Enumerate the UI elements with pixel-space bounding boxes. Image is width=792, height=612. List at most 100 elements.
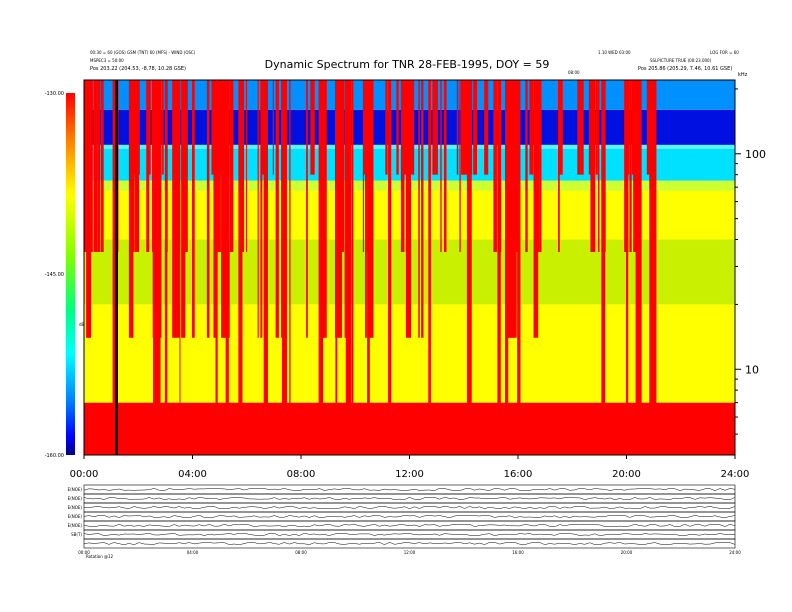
interference-stripe	[346, 80, 352, 175]
interference-stripe	[456, 80, 459, 175]
interference-stripe	[349, 80, 352, 418]
interference-stripe	[136, 80, 140, 175]
interference-stripe	[484, 80, 489, 175]
x-tick-label: 24:00	[721, 469, 750, 480]
colorbar-tick-label: -145.00	[45, 272, 64, 278]
bottom-panels: E(NOE) E(NOE) E(NOE) E(NOE) E(NOE) SB(T) 00:00…	[68, 484, 741, 555]
interference-stripe	[499, 80, 502, 253]
interference-stripe	[364, 80, 367, 338]
interference-stripe	[191, 80, 195, 338]
interference-stripe	[421, 80, 424, 338]
interference-stripe	[341, 80, 345, 253]
interference-stripe	[529, 80, 534, 175]
y-tick-label: 100	[745, 148, 766, 161]
interference-stripe	[516, 80, 518, 253]
interference-stripe	[535, 80, 540, 253]
interference-stripe	[275, 80, 279, 338]
panel-x-tick-label: 12:00	[404, 550, 416, 555]
colorbar-tick-label: -160.00	[45, 453, 64, 459]
interference-stripe	[260, 80, 265, 175]
interference-stripe	[588, 80, 592, 175]
panel-row-label: E(NOE)	[68, 487, 83, 492]
interference-stripe	[260, 80, 263, 338]
interference-stripe	[174, 80, 180, 338]
interference-stripe	[152, 80, 155, 253]
interference-stripe	[130, 80, 132, 338]
interference-stripe	[181, 80, 186, 338]
interference-stripe	[601, 80, 606, 418]
interference-stripe	[133, 80, 136, 175]
interference-stripe	[86, 80, 92, 338]
interference-stripe	[539, 80, 542, 253]
panel-x-tick-label: 00:00	[78, 550, 90, 555]
interference-stripe	[263, 80, 268, 418]
colorbar-label: dB	[79, 322, 85, 327]
interference-stripe	[654, 80, 656, 175]
header-left-line3: Pos 203.22 (204.53, -8.78, 10.28 GSE)	[90, 66, 186, 72]
interference-stripe	[595, 80, 598, 175]
interference-stripe	[113, 80, 117, 253]
interference-stripe	[184, 80, 188, 253]
interference-stripe	[403, 80, 407, 175]
interference-stripe	[337, 80, 343, 338]
panel-trace	[83, 524, 736, 527]
x-tick-label: 04:00	[178, 469, 207, 480]
heatmap-area	[84, 80, 735, 455]
interference-stripe	[440, 80, 442, 253]
interference-stripe	[272, 80, 274, 175]
colorbar	[66, 93, 75, 455]
interference-stripe	[459, 80, 461, 253]
interference-stripe	[558, 80, 563, 175]
interference-stripe	[649, 80, 654, 175]
chart-title: Dynamic Spectrum for TNR 28-FEB-1995, DO…	[265, 58, 550, 71]
x-tick-label: 20:00	[612, 469, 641, 480]
interference-stripe	[166, 80, 168, 253]
panel-trace	[83, 488, 736, 491]
panel-row-label: E(NOE)	[68, 523, 83, 528]
interference-stripe	[418, 80, 420, 338]
interference-stripe	[154, 80, 158, 418]
interference-stripe	[396, 80, 399, 175]
interference-stripe	[493, 80, 497, 253]
interference-stripe	[388, 80, 392, 418]
interference-stripe	[162, 80, 164, 175]
interference-stripe	[409, 80, 415, 175]
interference-stripe	[464, 80, 468, 175]
panel-x-tick-label: 16:00	[512, 550, 524, 555]
interference-stripe	[591, 80, 594, 175]
interference-stripe	[517, 80, 521, 418]
colorbar-tick-label: -130.00	[45, 91, 64, 97]
interference-stripe	[246, 80, 248, 253]
interference-stripe	[400, 80, 405, 253]
interference-stripe	[434, 80, 438, 175]
y-tick-label: 10	[745, 363, 759, 376]
interference-stripe	[322, 80, 327, 338]
interference-stripe	[385, 80, 388, 175]
interference-stripe	[94, 80, 97, 253]
panel-row	[83, 511, 736, 522]
interference-stripe	[652, 80, 657, 418]
interference-stripe	[289, 80, 291, 418]
header-right-line4: Pos 205.86 (205.29, 7.46, 10.61 GSE)	[638, 66, 732, 72]
interference-stripe	[409, 80, 411, 338]
interference-stripe	[473, 80, 478, 175]
footer-left: Rotation @12	[86, 554, 114, 559]
interference-stripe	[229, 80, 234, 253]
header-right-line1: 1.10 WED 03:00	[598, 50, 631, 55]
interference-stripe	[282, 80, 287, 418]
x-tick-label: 12:00	[395, 469, 424, 480]
header-left-line1: 00:30 = 60 (GOS) GSM (TNT) 60 (MFS) - WI…	[90, 50, 196, 55]
panel-row-label: E(NOE)	[68, 514, 83, 519]
interference-stripe	[510, 80, 515, 338]
interference-stripe	[508, 80, 512, 338]
panel-row-label: E(NOE)	[68, 505, 83, 510]
interference-stripe	[633, 80, 637, 253]
header-left-line2: MSPEC3 = 50:00	[90, 58, 124, 63]
interference-stripe	[216, 80, 221, 253]
interference-stripe	[467, 80, 471, 338]
interference-stripe	[179, 80, 181, 418]
interference-stripe	[100, 80, 104, 253]
interference-stripe	[97, 80, 101, 253]
panel-trace	[83, 515, 736, 518]
interference-stripe	[213, 80, 217, 338]
